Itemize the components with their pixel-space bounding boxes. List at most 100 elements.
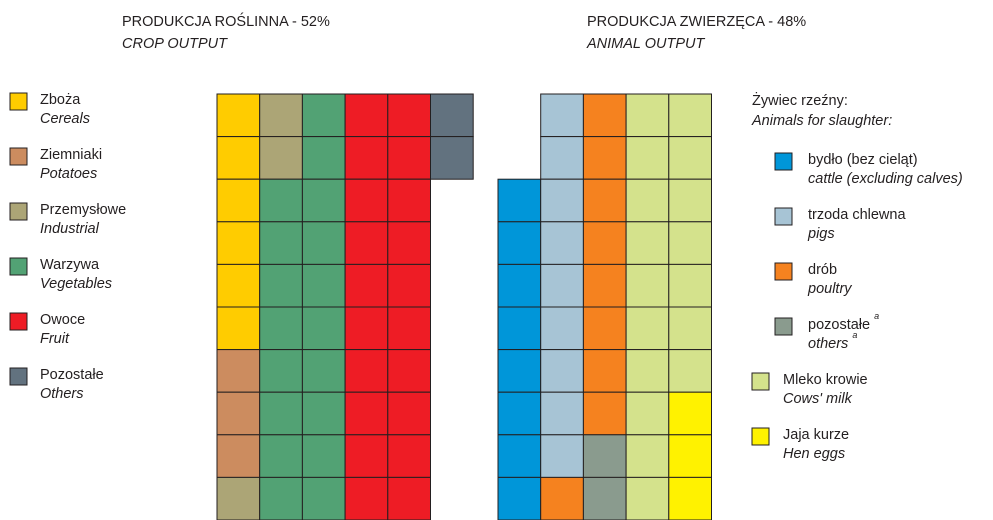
waffle-cell	[259, 391, 303, 436]
waffle-cell	[497, 391, 542, 436]
legend-label-text: trzoda chlewna	[808, 207, 906, 223]
waffle-cell	[497, 263, 542, 308]
waffle-cell	[216, 178, 261, 223]
legend-label-en: Cereals	[40, 111, 90, 127]
waffle-cell	[540, 349, 584, 393]
waffle-cell	[344, 434, 389, 478]
legend-swatch	[9, 367, 28, 386]
legend-label-en-text: Hen eggs	[783, 446, 845, 462]
waffle-cell	[497, 221, 542, 265]
waffle-cell	[259, 434, 303, 478]
legend-label: Przemysłowe	[40, 202, 126, 218]
waffle-cell	[625, 263, 670, 308]
legend-label-text: Owoce	[40, 312, 85, 328]
waffle-cell	[625, 136, 670, 180]
legend-label-text: Zboża	[40, 92, 81, 108]
waffle-cell	[497, 476, 542, 520]
waffle-cell	[387, 476, 431, 520]
waffle-cell	[668, 434, 712, 478]
waffle-cell	[301, 93, 346, 138]
waffle-cell	[582, 434, 627, 478]
waffle-cell	[259, 136, 303, 180]
legend-label: drób	[808, 262, 837, 278]
waffle-cell	[668, 178, 712, 223]
waffle-cell	[582, 221, 627, 265]
waffle-cell	[668, 93, 712, 138]
legend-label: Warzywa	[40, 257, 100, 273]
waffle-cell	[582, 349, 627, 393]
waffle-cell	[540, 434, 584, 478]
legend-label-en: Vegetables	[40, 276, 112, 292]
waffle-cell	[668, 263, 712, 308]
waffle-cell	[540, 263, 584, 308]
legend-label: Ziemniaki	[40, 147, 102, 163]
legend-label-en: cattle (excluding calves)	[808, 171, 963, 187]
waffle-cell	[582, 178, 627, 223]
waffle-cell	[301, 178, 346, 223]
waffle-cell	[344, 476, 389, 520]
legend-label-en-text: Cereals	[40, 111, 90, 127]
waffle-cell	[387, 349, 431, 393]
legend-label-text: pozostałe	[808, 317, 870, 333]
waffle-cell	[540, 93, 584, 138]
legend-label-en: othersa	[808, 330, 857, 351]
waffle-cell	[259, 93, 303, 138]
legend-swatch	[774, 207, 793, 226]
legend-label: Zboża	[40, 92, 81, 108]
legend-label: bydło (bez cieląt)	[808, 152, 918, 168]
waffle-cell	[344, 136, 389, 180]
legend-label-text: Przemysłowe	[40, 202, 126, 218]
waffle-cell	[668, 221, 712, 265]
waffle-cell	[625, 349, 670, 393]
legend-swatch	[751, 372, 770, 391]
waffle-cell	[625, 178, 670, 223]
legend-swatch	[9, 202, 28, 221]
waffle-cell	[625, 221, 670, 265]
legend-label-text: Mleko krowie	[783, 372, 868, 388]
waffle-cell	[301, 221, 346, 265]
waffle-cell	[582, 391, 627, 436]
waffle-cell	[668, 136, 712, 180]
crop-title: PRODUKCJA ROŚLINNA - 52%	[122, 12, 330, 30]
waffle-cell	[301, 306, 346, 351]
waffle-cell	[625, 391, 670, 436]
waffle-cell	[625, 93, 670, 138]
legend-label: Jaja kurze	[783, 427, 849, 443]
legend-swatch	[751, 427, 770, 446]
waffle-cell	[216, 434, 261, 478]
legend-label: Mleko krowie	[783, 372, 868, 388]
waffle-cell	[387, 434, 431, 478]
waffle-cell	[582, 306, 627, 351]
waffle-cell	[216, 136, 261, 180]
legend-label-en-text: Vegetables	[40, 276, 112, 292]
legend-swatch	[774, 262, 793, 281]
waffle-cell	[259, 306, 303, 351]
legend-swatch	[9, 147, 28, 166]
waffle-cell	[668, 391, 712, 436]
waffle-cell	[540, 178, 584, 223]
waffle-cell	[344, 221, 389, 265]
waffle-cell	[259, 349, 303, 393]
waffle-cell	[387, 391, 431, 436]
waffle-cell	[582, 93, 627, 138]
waffle-cell	[259, 221, 303, 265]
legend-label-en: Industrial	[40, 221, 100, 237]
legend-label-text: Pozostałe	[40, 367, 104, 383]
legend-swatch	[9, 312, 28, 331]
legend-label-en-text: Potatoes	[40, 166, 97, 182]
waffle-cell	[387, 178, 431, 223]
waffle-cell	[497, 306, 542, 351]
waffle-cell	[216, 349, 261, 393]
waffle-cell	[387, 263, 431, 308]
legend-label-en-text: others	[808, 336, 848, 352]
waffle-cell	[344, 391, 389, 436]
legend-label-en: poultry	[807, 281, 852, 297]
legend-label: Owoce	[40, 312, 85, 328]
waffle-cell	[540, 391, 584, 436]
legend-label-en: Hen eggs	[783, 446, 845, 462]
waffle-cell	[625, 306, 670, 351]
legend-label-en-text: pigs	[807, 226, 835, 242]
waffle-cell	[216, 263, 261, 308]
waffle-cell	[387, 306, 431, 351]
